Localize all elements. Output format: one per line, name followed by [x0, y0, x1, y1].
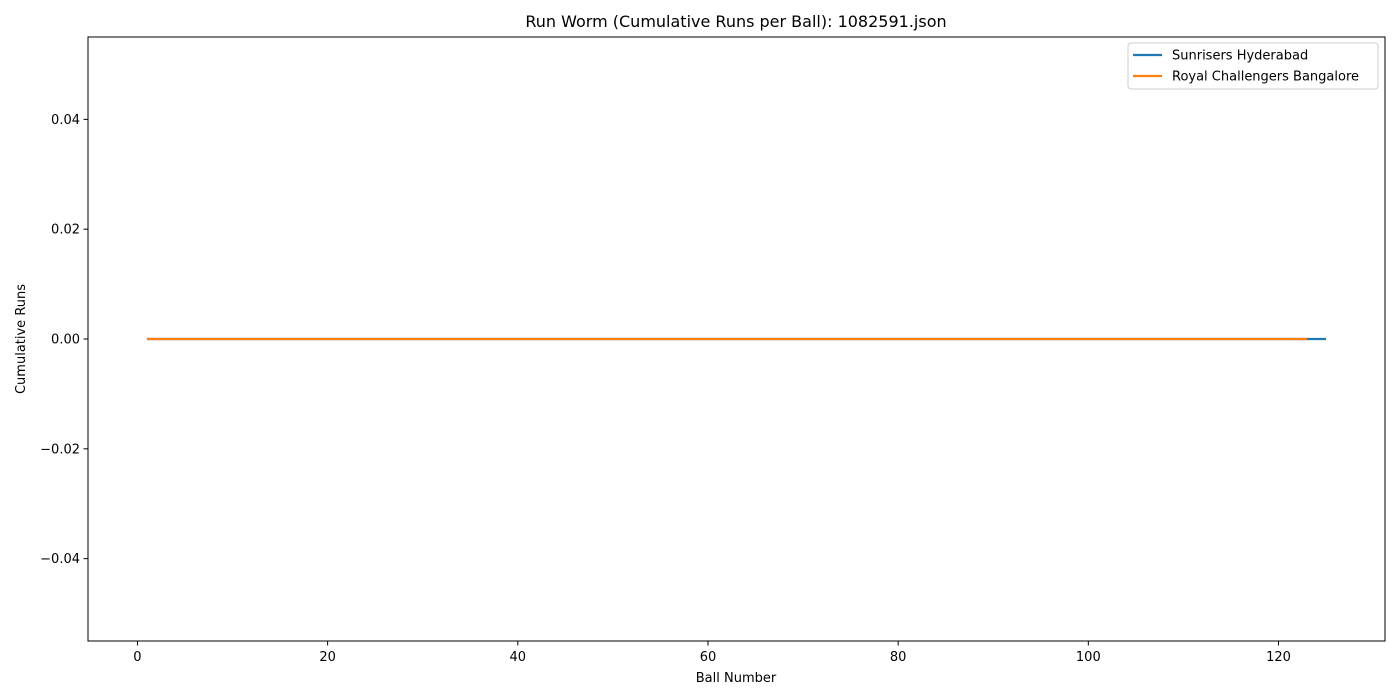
x-tick-label: 80	[890, 650, 907, 665]
y-tick-label: −0.02	[40, 442, 80, 457]
y-tick-label: 0.02	[51, 223, 80, 238]
legend-label-1: Sunrisers Hyderabad	[1172, 49, 1308, 64]
x-tick-label: 120	[1266, 650, 1291, 665]
plot-area: 0 20 40 60 80 100 120 −0.04 −0.02 0.00 0.02 0.04	[40, 36, 1386, 665]
x-tick-label: 0	[133, 650, 141, 665]
x-tick-label: 60	[700, 650, 717, 665]
y-tick-label: 0.04	[51, 113, 80, 128]
legend-label-2: Royal Challengers Bangalore	[1172, 70, 1359, 85]
y-axis-title: Cumulative Runs	[14, 284, 29, 394]
x-tick-label: 40	[510, 650, 527, 665]
y-tick-label: 0.00	[51, 333, 80, 348]
chart-title: Run Worm (Cumulative Runs per Ball): 108…	[525, 12, 946, 31]
x-tick-label: 20	[319, 650, 336, 665]
y-tick-label: −0.04	[40, 552, 80, 567]
x-tick-label: 100	[1076, 650, 1101, 665]
x-axis-title: Ball Number	[696, 671, 777, 686]
legend: Sunrisers Hyderabad Royal Challengers Ban…	[1127, 42, 1379, 90]
legend-frame	[1127, 42, 1379, 90]
